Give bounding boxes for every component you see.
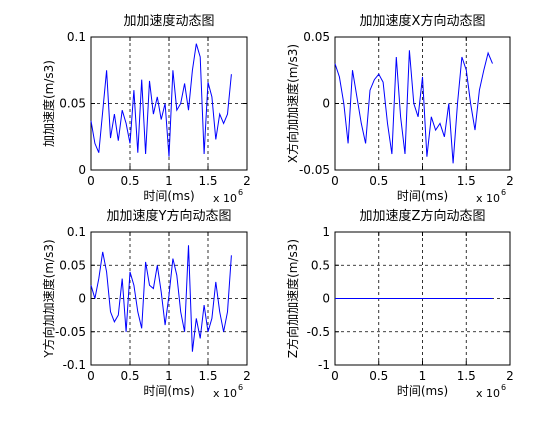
subplot-title: 加加速度动态图 bbox=[123, 13, 214, 29]
x-tick-label: 0.5 bbox=[369, 174, 388, 188]
x-tick-label: 1 bbox=[165, 174, 173, 188]
subplot-title: 加加速度Y方向动态图 bbox=[107, 208, 232, 224]
x-axis-label: 时间(ms) bbox=[397, 189, 448, 203]
x-axis-label: 时间(ms) bbox=[143, 189, 194, 203]
subplot-3: 0 0.5 1 1.5 2 -0.1 -0.05 0 0.05 0.1 加加速度Y方向动态图时间(m… bbox=[41, 208, 251, 400]
x-tick-label: 2 bbox=[506, 174, 514, 188]
x-axis-label: 时间(ms) bbox=[397, 384, 448, 398]
x-multiplier-exponent: 6 bbox=[501, 383, 506, 392]
x-multiplier: x 10 bbox=[213, 387, 237, 400]
y-axis-label: Y方向加加速度(m/s3) bbox=[41, 239, 56, 358]
x-multiplier-exponent: 6 bbox=[238, 188, 243, 197]
y-axis-label: Z方向加加速度(m/s3) bbox=[285, 239, 300, 358]
x-tick-label: 0.5 bbox=[120, 174, 139, 188]
y-tick-label: -0.05 bbox=[55, 325, 86, 339]
y-tick-label: 0.05 bbox=[303, 30, 330, 44]
y-tick-label: -0.05 bbox=[299, 163, 330, 177]
y-tick-label: 0.05 bbox=[59, 258, 86, 272]
y-tick-label: 0 bbox=[78, 163, 86, 177]
y-axis-label: X方向加加速度(m/s3) bbox=[285, 44, 300, 163]
series-line bbox=[90, 245, 232, 352]
x-tick-label: 2 bbox=[243, 369, 251, 383]
subplot-title: 加加速度X方向动态图 bbox=[360, 13, 486, 29]
x-tick-label: 0 bbox=[331, 174, 339, 188]
x-multiplier: x 10 bbox=[476, 387, 500, 400]
y-tick-label: -1 bbox=[318, 358, 330, 372]
x-tick-label: 2 bbox=[506, 369, 514, 383]
x-axis-label: 时间(ms) bbox=[143, 384, 194, 398]
y-tick-label: 0.1 bbox=[67, 225, 86, 239]
x-tick-label: 0 bbox=[87, 174, 95, 188]
y-tick-label: 0 bbox=[322, 97, 330, 111]
subplot-2: 0 0.5 1 1.5 2-0.0500.05加加速度X方向动态图时间(ms)X方向加加… bbox=[285, 13, 514, 205]
x-tick-label: 0.5 bbox=[369, 369, 388, 383]
x-tick-label: 1.5 bbox=[198, 369, 217, 383]
x-tick-label: 0 bbox=[87, 369, 95, 383]
x-multiplier: x 10 bbox=[213, 192, 237, 205]
y-tick-label: -0.1 bbox=[63, 358, 86, 372]
x-tick-label: 0.5 bbox=[120, 369, 139, 383]
x-multiplier: x 10 bbox=[476, 192, 500, 205]
subplot-title: 加加速度Z方向动态图 bbox=[360, 208, 486, 224]
y-tick-label: 0.5 bbox=[311, 258, 330, 272]
x-tick-label: 0 bbox=[331, 369, 339, 383]
y-axis-label: 加加速度(m/s3) bbox=[41, 60, 56, 147]
y-tick-label: 0.05 bbox=[59, 97, 86, 111]
y-tick-label: -0.5 bbox=[307, 325, 330, 339]
x-tick-label: 1.5 bbox=[457, 174, 476, 188]
x-tick-label: 1 bbox=[419, 369, 427, 383]
x-multiplier-exponent: 6 bbox=[501, 188, 506, 197]
x-tick-label: 1 bbox=[165, 369, 173, 383]
x-tick-label: 1 bbox=[419, 174, 427, 188]
y-tick-label: 0 bbox=[322, 292, 330, 306]
x-tick-label: 1.5 bbox=[198, 174, 217, 188]
x-multiplier-exponent: 6 bbox=[238, 383, 243, 392]
x-tick-label: 2 bbox=[243, 174, 251, 188]
x-tick-label: 1.5 bbox=[457, 369, 476, 383]
series-line bbox=[90, 43, 232, 157]
series-line bbox=[334, 50, 493, 164]
y-tick-label: 0 bbox=[78, 292, 86, 306]
y-tick-label: 0.1 bbox=[67, 30, 86, 44]
y-tick-label: 1 bbox=[322, 225, 330, 239]
